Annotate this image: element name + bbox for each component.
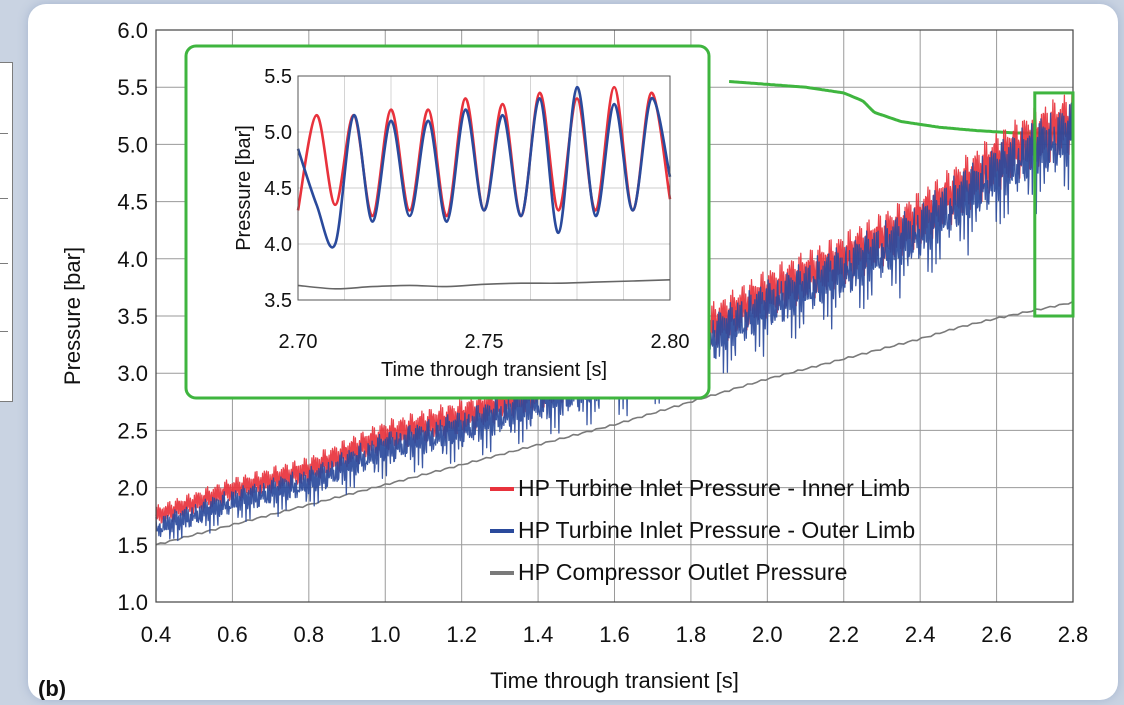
inset-series-line — [297, 279, 671, 290]
inset-y-tick-label: 4.0 — [264, 234, 292, 256]
main-series-line — [155, 300, 1074, 546]
main-x-tick-label: 0.8 — [294, 622, 325, 647]
inset-plot-frame — [297, 75, 671, 301]
inset-y-tick-label: 5.0 — [264, 122, 292, 144]
main-y-tick-label: 4.5 — [117, 190, 148, 215]
main-x-tick-labels: 0.4 0.6 0.8 1.0 1.2 1.4 1.6 1.8 2.0 2.2 2.4 2.6 2.8 — [141, 622, 1089, 647]
legend-entry: HP Compressor Outlet Pressure — [518, 559, 847, 585]
main-x-tick-label: 1.8 — [676, 622, 707, 647]
inset-x-tick-label: 2.70 — [279, 331, 318, 353]
main-x-tick-label: 2.4 — [905, 622, 936, 647]
main-y-tick-label: 2.5 — [117, 418, 148, 443]
main-x-axis-label: Time through transient [s] — [490, 668, 739, 693]
panel-label: (b) — [38, 676, 66, 700]
main-x-tick-label: 2.2 — [828, 622, 859, 647]
inset-plot — [296, 85, 672, 290]
inset-y-tick-label: 5.5 — [264, 66, 292, 88]
inset-x-tick-labels: 2.70 2.75 2.80 — [279, 331, 690, 353]
main-y-tick-label: 2.0 — [117, 476, 148, 501]
main-y-tick-label: 5.5 — [117, 75, 148, 100]
main-x-tick-label: 0.6 — [217, 622, 248, 647]
main-x-tick-label: 1.2 — [446, 622, 477, 647]
inset-y-tick-labels: 3.5 4.0 4.5 5.0 5.5 — [264, 66, 292, 312]
main-y-axis-label: Pressure [bar] — [60, 247, 85, 385]
inset-y-tick-label: 4.5 — [264, 178, 292, 200]
figure-svg: 0.4 0.6 0.8 1.0 1.2 1.4 1.6 1.8 2.0 2.2 2.4 2.6 2.8 … — [38, 18, 1089, 700]
zoom-region-box — [1033, 91, 1075, 318]
main-y-tick-label: 1.5 — [117, 533, 148, 558]
inset-grid — [298, 76, 670, 300]
main-y-tick-label: 5.0 — [117, 132, 148, 157]
main-y-tick-label: 3.0 — [117, 361, 148, 386]
inset-y-tick-label: 3.5 — [264, 290, 292, 312]
main-y-tick-label: 6.0 — [117, 18, 148, 43]
adjacent-panel-tick — [0, 198, 8, 199]
adjacent-panel-tick — [0, 331, 8, 332]
inset-series-line — [296, 85, 672, 249]
adjacent-panel-tick — [0, 133, 8, 134]
main-x-tick-label: 2.6 — [981, 622, 1012, 647]
legend-entry: HP Turbine Inlet Pressure - Inner Limb — [518, 475, 910, 501]
main-series-line — [729, 80, 1073, 135]
main-x-tick-label: 1.6 — [599, 622, 630, 647]
legend-entry: HP Turbine Inlet Pressure - Outer Limb — [518, 517, 915, 543]
inset-x-tick-label: 2.75 — [465, 331, 504, 353]
main-y-tick-label: 1.0 — [117, 590, 148, 615]
main-x-tick-label: 1.4 — [523, 622, 554, 647]
main-x-tick-label: 2.8 — [1058, 622, 1089, 647]
main-y-tick-label: 4.0 — [117, 247, 148, 272]
main-x-tick-label: 2.0 — [752, 622, 783, 647]
main-y-tick-labels: 1.0 1.5 2.0 2.5 3.0 3.5 4.0 4.5 5.0 5.5 6.0 — [117, 18, 148, 615]
main-x-tick-label: 0.4 — [141, 622, 172, 647]
figure-card: 0.4 0.6 0.8 1.0 1.2 1.4 1.6 1.8 2.0 2.2 2.4 2.6 2.8 … — [28, 4, 1118, 700]
adjacent-panel-edge — [0, 62, 13, 402]
adjacent-panel-tick — [0, 263, 8, 264]
main-y-tick-label: 3.5 — [117, 304, 148, 329]
main-x-tick-label: 1.0 — [370, 622, 401, 647]
inset-x-tick-label: 2.80 — [651, 331, 690, 353]
inset-x-axis-label: Time through transient [s] — [381, 359, 607, 381]
legend: HP Turbine Inlet Pressure - Inner Limb HP… — [490, 475, 915, 585]
inset-y-axis-label: Pressure [bar] — [233, 125, 255, 251]
